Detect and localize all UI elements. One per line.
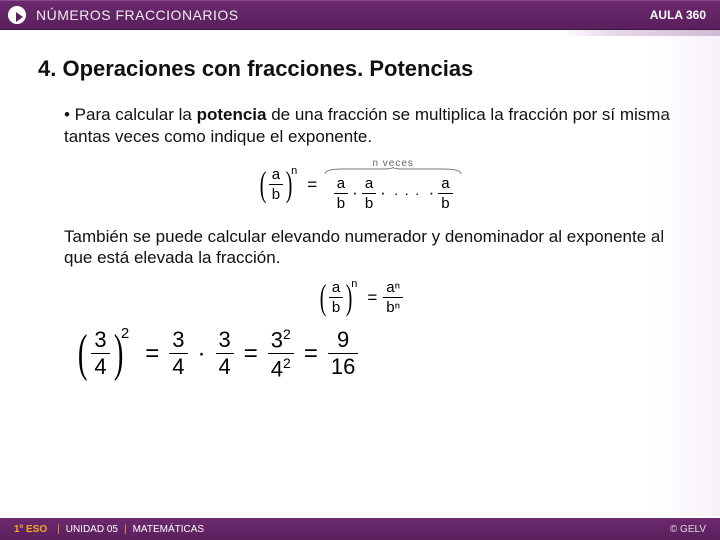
- footer-grade: 1º ESO: [14, 524, 47, 535]
- slide-content: 4. Operaciones con fracciones. Potencias…: [0, 36, 720, 392]
- header-bar: NÚMEROS FRACCIONARIOS AULA 360: [0, 0, 720, 30]
- footer-bar: 1º ESO | UNIDAD 05 | MATEMÁTICAS © GELV: [0, 518, 720, 540]
- footer-subject: MATEMÁTICAS: [133, 524, 204, 535]
- overbrace-icon: [323, 167, 463, 175]
- p1-pre: • Para calcular la: [64, 105, 197, 124]
- sep-2: |: [124, 524, 127, 535]
- frac-ab: a b: [269, 166, 283, 203]
- exponent-n: n: [291, 165, 297, 177]
- paragraph-2: También se puede calcular elevando numer…: [38, 226, 682, 270]
- worked-example: ( 3 4 ) 2 = 3 4 · 3 4 = 32 42 =: [38, 326, 682, 382]
- formula-1: ( a b ) n = n veces ab · ab · · · · · ab: [38, 158, 682, 212]
- section-title: 4. Operaciones con fracciones. Potencias: [38, 56, 682, 82]
- footer-unit: UNIDAD 05: [66, 524, 118, 535]
- lhs-paren: ( a b ) n: [257, 166, 301, 203]
- sep-1: |: [57, 524, 60, 535]
- rhs-product: n veces ab · ab · · · · · ab: [323, 158, 463, 212]
- p1-bold: potencia: [197, 105, 267, 124]
- header-title: NÚMEROS FRACCIONARIOS: [36, 7, 239, 23]
- play-icon[interactable]: [8, 6, 26, 24]
- formula-2: ( a b ) n = aⁿ bⁿ: [38, 279, 682, 316]
- equals-1: =: [307, 175, 317, 195]
- footer-copyright: © GELV: [670, 524, 706, 535]
- header-brand: AULA 360: [650, 8, 706, 22]
- paragraph-1: • Para calcular la potencia de una fracc…: [38, 104, 682, 148]
